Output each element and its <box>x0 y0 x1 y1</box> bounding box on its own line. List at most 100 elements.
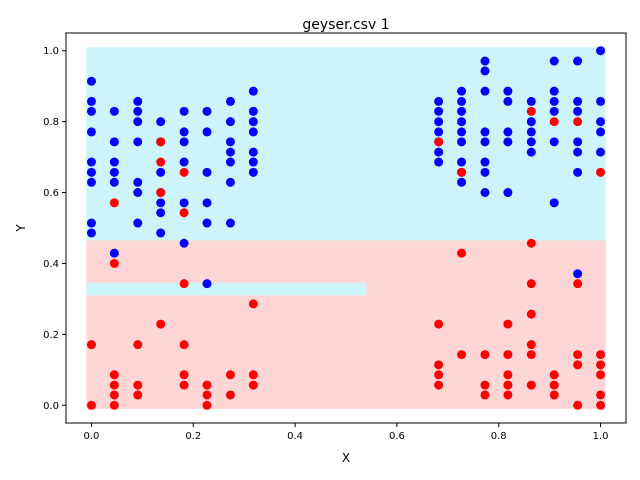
data-point <box>480 350 490 360</box>
data-point <box>225 177 235 187</box>
data-point <box>549 86 559 96</box>
data-point <box>225 147 235 157</box>
data-point <box>86 127 96 137</box>
data-point <box>156 117 166 127</box>
data-point <box>434 137 444 147</box>
data-point <box>156 228 166 238</box>
data-point <box>133 137 143 147</box>
data-point <box>503 96 513 106</box>
data-point <box>526 127 536 137</box>
decision-regions <box>86 47 606 409</box>
data-point <box>133 117 143 127</box>
data-point <box>133 380 143 390</box>
data-point <box>596 117 606 127</box>
x-tick-label: 0.4 <box>287 431 303 442</box>
data-point <box>86 167 96 177</box>
data-point <box>457 167 467 177</box>
data-point <box>434 157 444 167</box>
data-point <box>573 350 583 360</box>
chart-title: geyser.csv 1 <box>302 17 389 33</box>
data-point <box>573 96 583 106</box>
data-point <box>133 188 143 198</box>
data-point <box>434 117 444 127</box>
data-point <box>248 380 258 390</box>
y-tick-label: 0.8 <box>43 117 59 128</box>
y-axis-label: Y <box>14 224 28 233</box>
data-point <box>573 137 583 147</box>
data-point <box>457 177 467 187</box>
data-point <box>156 167 166 177</box>
data-point <box>225 96 235 106</box>
data-point <box>573 279 583 289</box>
data-point <box>480 167 490 177</box>
data-point <box>225 117 235 127</box>
data-point <box>248 167 258 177</box>
data-point <box>156 319 166 329</box>
data-point <box>480 66 490 76</box>
data-point <box>202 106 212 116</box>
x-axis-label: X <box>342 451 350 465</box>
data-point <box>109 390 119 400</box>
data-point <box>596 127 606 137</box>
data-point <box>526 137 536 147</box>
data-point <box>480 188 490 198</box>
data-point <box>248 370 258 380</box>
data-point <box>503 390 513 400</box>
y-axis-ticks: 0.0 0.2 0.4 0.6 0.8 1.0 <box>43 46 66 412</box>
data-point <box>202 380 212 390</box>
region-red-1 <box>86 240 606 409</box>
data-point <box>156 188 166 198</box>
data-point <box>109 106 119 116</box>
data-point <box>179 279 189 289</box>
data-point <box>225 218 235 228</box>
data-point <box>573 167 583 177</box>
data-point <box>457 137 467 147</box>
data-point <box>179 238 189 248</box>
region-blue-0 <box>86 47 606 241</box>
data-point <box>573 360 583 370</box>
data-point <box>457 248 467 258</box>
data-point <box>179 208 189 218</box>
data-point <box>434 106 444 116</box>
data-point <box>526 96 536 106</box>
data-point <box>549 390 559 400</box>
data-point <box>133 106 143 116</box>
data-point <box>434 360 444 370</box>
data-point <box>503 380 513 390</box>
data-point <box>202 127 212 137</box>
x-tick-label: 0.2 <box>185 431 201 442</box>
data-point <box>156 198 166 208</box>
data-point <box>109 370 119 380</box>
data-point <box>109 157 119 167</box>
data-point <box>526 350 536 360</box>
data-point <box>457 117 467 127</box>
data-point <box>526 309 536 319</box>
data-point <box>202 279 212 289</box>
data-point <box>549 380 559 390</box>
data-point <box>179 370 189 380</box>
data-point <box>133 96 143 106</box>
data-point <box>434 380 444 390</box>
data-point <box>202 218 212 228</box>
data-point <box>179 198 189 208</box>
data-point <box>503 86 513 96</box>
region-blue-2 <box>86 282 367 296</box>
data-point <box>86 340 96 350</box>
data-point <box>225 157 235 167</box>
data-point <box>480 137 490 147</box>
data-point <box>549 117 559 127</box>
data-point <box>503 188 513 198</box>
data-point <box>248 147 258 157</box>
data-point <box>434 147 444 157</box>
y-tick-label: 0.6 <box>43 188 59 199</box>
data-point <box>573 56 583 66</box>
data-point <box>225 390 235 400</box>
data-point <box>225 370 235 380</box>
data-point <box>133 340 143 350</box>
data-point <box>86 76 96 86</box>
data-point <box>549 137 559 147</box>
data-point <box>179 157 189 167</box>
data-point <box>526 380 536 390</box>
data-point <box>86 177 96 187</box>
data-point <box>480 127 490 137</box>
